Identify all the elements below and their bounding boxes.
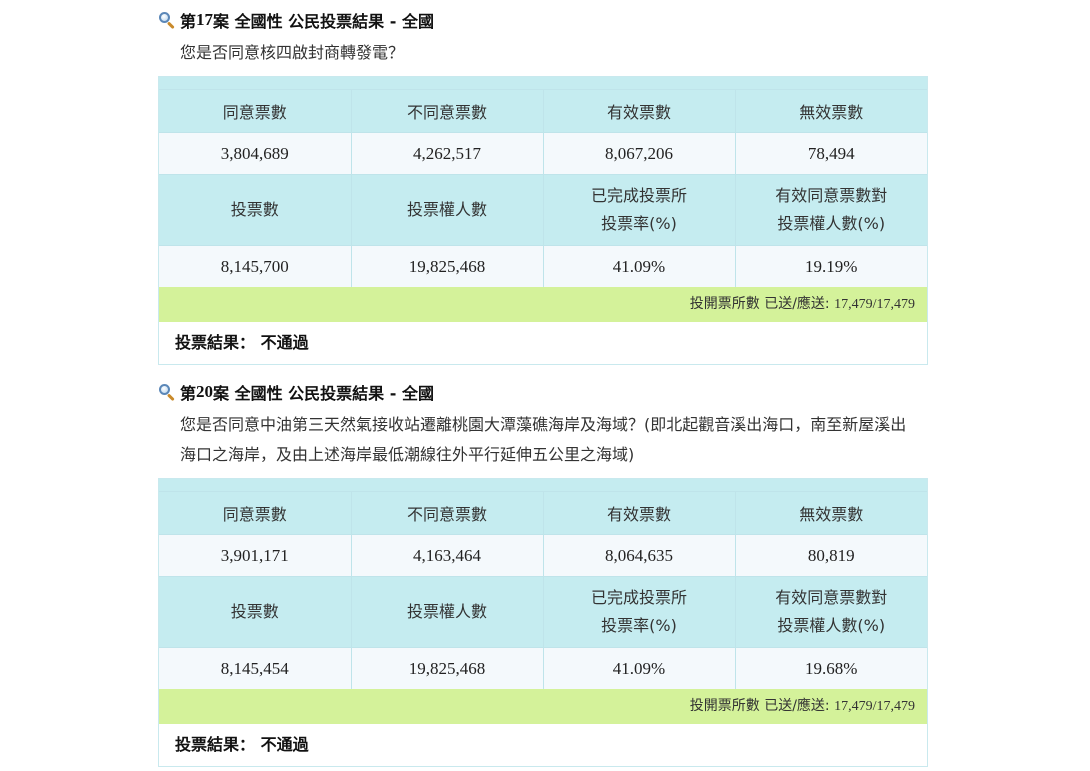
header-eligible-voters: 投票權人數 [351,576,544,648]
header-total-votes: 投票數 [159,576,352,648]
turnout-value: 41.09% [543,647,736,689]
magnifier-icon [158,11,176,30]
case-question: 您是否同意中油第三天然氣接收站遷離桃園大潭藻礁海岸及海域？(即北起觀音溪出海口，… [180,415,907,464]
header-disagree-votes: 不同意票數 [351,491,544,535]
agree-ratio-value: 19.19% [735,245,927,287]
case-title: 第 20 案 全國性 公民投票結果 - 全國 [158,380,926,404]
turnout-value: 41.09% [543,245,736,287]
table-top-band [159,77,927,89]
header-turnout: 已完成投票所 投票率(%) [543,174,736,246]
invalid-votes-value: 78,494 [735,132,927,175]
header-turnout: 已完成投票所 投票率(%) [543,576,736,648]
header-agree-votes: 同意票數 [159,89,352,133]
invalid-votes-value: 80,819 [735,534,927,577]
disagree-votes-value: 4,262,517 [351,132,544,175]
header-line: 投票權人數 [406,602,487,621]
header-line: 投票權人數(%) [777,616,886,635]
result-value: 不通過 [260,333,309,352]
table-header-row: 同意票數 不同意票數 有效票數 無效票數 [159,491,927,535]
table-header-row: 投票數 投票權人數 已完成投票所 投票率(%) 有效同意票數對 投票權人數(%) [159,174,927,246]
eligible-voters-value: 19,825,468 [351,245,544,287]
result-label: 投票結果： [175,735,256,754]
header-line: 投票率(%) [601,214,677,233]
case-title-prefix: 第 [180,384,197,403]
valid-votes-value: 8,067,206 [543,132,736,175]
table-row: 3,804,689 4,262,517 8,067,206 78,494 [159,132,927,175]
header-valid-votes: 有效票數 [543,491,736,535]
case-title: 第 17 案 全國性 公民投票結果 - 全國 [158,8,926,32]
header-invalid-votes: 無效票數 [735,89,927,133]
stations-label: 投開票所數 已送/應送: [689,296,835,312]
total-votes-value: 8,145,700 [159,245,352,287]
results-table: 同意票數 不同意票數 有效票數 無效票數 3,804,689 4,262,517… [158,76,928,365]
header-line: 已完成投票所 [590,186,687,205]
table-row: 8,145,700 19,825,468 41.09% 19.19% [159,245,927,287]
header-line: 投票數 [230,200,279,219]
header-agree-ratio: 有效同意票數對 投票權人數(%) [735,174,927,246]
header-agree-ratio: 有效同意票數對 投票權人數(%) [735,576,927,648]
result-value: 不通過 [260,735,309,754]
case-question: 您是否同意核四啟封商轉發電？ [180,43,405,62]
header-invalid-votes: 無效票數 [735,491,927,535]
magnifier-icon [158,383,176,402]
stations-value: 17,479/17,479 [834,699,915,714]
agree-ratio-value: 19.68% [735,647,927,689]
table-top-band [159,479,927,491]
header-line: 有效同意票數對 [775,186,888,205]
header-line: 有效同意票數對 [775,588,888,607]
agree-votes-value: 3,901,171 [159,534,352,577]
polling-stations-status: 投開票所數 已送/應送: 17,479/17,479 [159,689,927,724]
agree-votes-value: 3,804,689 [159,132,352,175]
vote-result: 投票結果： 不通過 [159,724,927,766]
header-line: 已完成投票所 [590,588,687,607]
table-header-row: 同意票數 不同意票數 有效票數 無效票數 [159,89,927,133]
header-valid-votes: 有效票數 [543,89,736,133]
result-label: 投票結果： [175,333,256,352]
results-table: 同意票數 不同意票數 有效票數 無效票數 3,901,171 4,163,464… [158,478,928,767]
case-number: 20 [196,382,214,401]
header-line: 投票率(%) [601,616,677,635]
valid-votes-value: 8,064,635 [543,534,736,577]
total-votes-value: 8,145,454 [159,647,352,689]
header-line: 投票權人數 [406,200,487,219]
vote-result: 投票結果： 不通過 [159,322,927,364]
header-agree-votes: 同意票數 [159,491,352,535]
polling-stations-status: 投開票所數 已送/應送: 17,479/17,479 [159,287,927,322]
case-title-prefix: 第 [180,12,197,31]
case-title-text: 案 全國性 公民投票結果 - 全國 [213,384,434,403]
eligible-voters-value: 19,825,468 [351,647,544,689]
case-number: 17 [196,10,214,29]
table-header-row: 投票數 投票權人數 已完成投票所 投票率(%) 有效同意票數對 投票權人數(%) [159,576,927,648]
table-row: 3,901,171 4,163,464 8,064,635 80,819 [159,534,927,577]
header-line: 投票數 [230,602,279,621]
header-total-votes: 投票數 [159,174,352,246]
stations-value: 17,479/17,479 [834,297,915,312]
stations-label: 投開票所數 已送/應送: [689,698,835,714]
disagree-votes-value: 4,163,464 [351,534,544,577]
header-eligible-voters: 投票權人數 [351,174,544,246]
header-line: 投票權人數(%) [777,214,886,233]
table-row: 8,145,454 19,825,468 41.09% 19.68% [159,647,927,689]
referendum-case-20: 第 20 案 全國性 公民投票結果 - 全國 您是否同意中油第三天然氣接收站遷離桃園… [158,380,928,767]
referendum-case-17: 第 17 案 全國性 公民投票結果 - 全國 您是否同意核四啟封商轉發電？ 同意票數… [158,8,928,365]
header-disagree-votes: 不同意票數 [351,89,544,133]
case-title-text: 案 全國性 公民投票結果 - 全國 [213,12,434,31]
